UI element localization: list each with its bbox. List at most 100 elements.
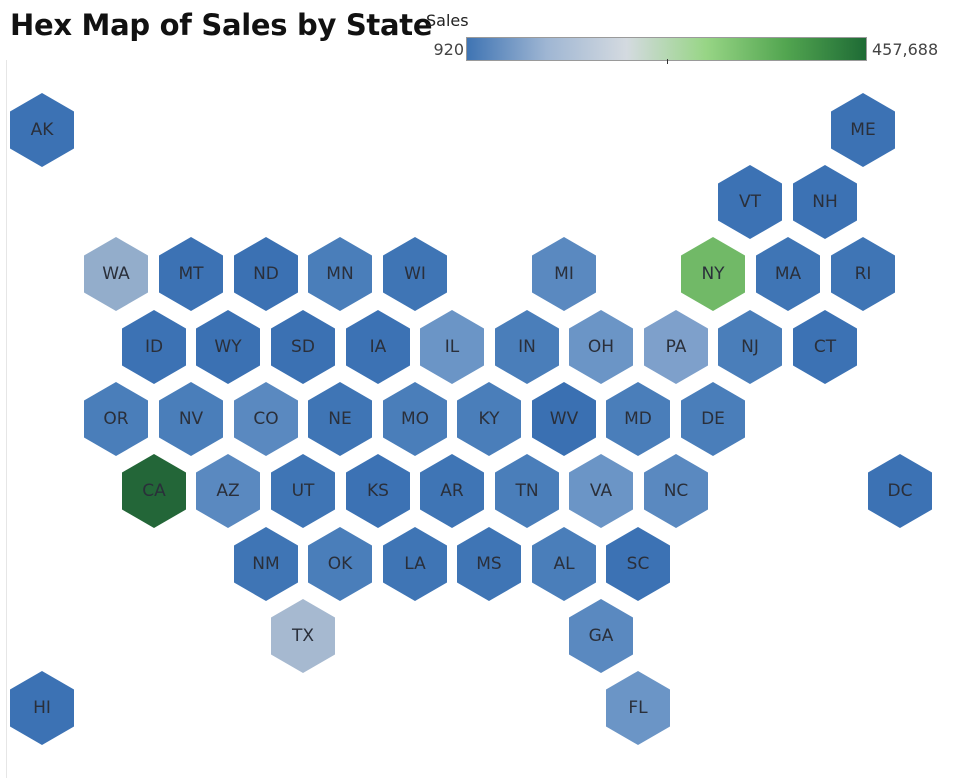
state-hex-mi[interactable]: MI (532, 237, 596, 311)
legend-min-value: 920 (433, 40, 464, 59)
state-label: KS (367, 481, 389, 501)
state-hex-dc[interactable]: DC (868, 454, 932, 528)
state-label: WI (404, 264, 426, 284)
state-hex-tn[interactable]: TN (495, 454, 559, 528)
state-hex-ct[interactable]: CT (793, 310, 857, 384)
state-label: OR (103, 409, 129, 429)
state-hex-az[interactable]: AZ (196, 454, 260, 528)
map-border (6, 60, 7, 778)
state-label: MD (624, 409, 652, 429)
state-label: VA (589, 481, 613, 501)
state-hex-mo[interactable]: MO (383, 382, 447, 456)
state-label: SD (291, 337, 315, 357)
state-hex-ak[interactable]: AK (10, 93, 74, 167)
map-title: Hex Map of Sales by State (10, 8, 433, 42)
state-hex-nd[interactable]: ND (234, 237, 298, 311)
state-hex-pa[interactable]: PA (644, 310, 708, 384)
state-label: ID (144, 337, 164, 357)
state-label: FL (628, 698, 648, 718)
state-hex-mt[interactable]: MT (159, 237, 223, 311)
state-label: AK (30, 120, 54, 140)
state-label: AL (553, 554, 575, 574)
state-hex-la[interactable]: LA (383, 527, 447, 601)
state-label: NJ (741, 337, 759, 357)
state-label: CO (253, 409, 279, 429)
state-hex-ca[interactable]: CA (122, 454, 186, 528)
state-label: NY (701, 264, 725, 284)
state-hex-ny[interactable]: NY (681, 237, 745, 311)
state-label: CT (813, 337, 837, 357)
state-label: CA (142, 481, 166, 501)
state-hex-ut[interactable]: UT (271, 454, 335, 528)
state-hex-ia[interactable]: IA (346, 310, 410, 384)
state-hex-ky[interactable]: KY (457, 382, 521, 456)
state-hex-me[interactable]: ME (831, 93, 895, 167)
state-hex-nj[interactable]: NJ (718, 310, 782, 384)
state-hex-ne[interactable]: NE (308, 382, 372, 456)
state-hex-va[interactable]: VA (569, 454, 633, 528)
state-hex-in[interactable]: IN (495, 310, 559, 384)
state-label: OH (587, 337, 615, 357)
state-label: HI (33, 698, 51, 718)
state-hex-al[interactable]: AL (532, 527, 596, 601)
state-label: OK (327, 554, 353, 574)
state-hex-ms[interactable]: MS (457, 527, 521, 601)
state-label: NV (178, 409, 204, 429)
state-hex-de[interactable]: DE (681, 382, 745, 456)
state-hex-ma[interactable]: MA (756, 237, 820, 311)
state-label: NH (812, 192, 838, 212)
state-label: DE (701, 409, 725, 429)
state-hex-wi[interactable]: WI (383, 237, 447, 311)
state-hex-nm[interactable]: NM (234, 527, 298, 601)
state-hex-wy[interactable]: WY (196, 310, 260, 384)
state-hex-ga[interactable]: GA (569, 599, 633, 673)
state-label: MN (326, 264, 354, 284)
state-label: VT (738, 192, 761, 212)
state-label: UT (291, 481, 315, 501)
state-hex-sd[interactable]: SD (271, 310, 335, 384)
state-label: NE (328, 409, 352, 429)
state-label: WA (102, 264, 130, 284)
state-label: PA (665, 337, 687, 357)
state-hex-md[interactable]: MD (606, 382, 670, 456)
state-hex-or[interactable]: OR (84, 382, 148, 456)
state-label: TX (291, 626, 315, 646)
state-label: LA (404, 554, 426, 574)
state-hex-co[interactable]: CO (234, 382, 298, 456)
state-label: AR (440, 481, 464, 501)
state-hex-oh[interactable]: OH (569, 310, 633, 384)
state-label: AZ (216, 481, 240, 501)
state-hex-il[interactable]: IL (420, 310, 484, 384)
state-label: WY (214, 337, 242, 357)
state-hex-fl[interactable]: FL (606, 671, 670, 745)
state-label: ND (253, 264, 279, 284)
state-label: NM (252, 554, 280, 574)
state-label: MT (178, 264, 204, 284)
state-hex-ok[interactable]: OK (308, 527, 372, 601)
state-label: RI (854, 264, 872, 284)
state-hex-vt[interactable]: VT (718, 165, 782, 239)
state-label: NC (663, 481, 689, 501)
state-label: WV (549, 409, 579, 429)
state-hex-tx[interactable]: TX (271, 599, 335, 673)
state-hex-wv[interactable]: WV (532, 382, 596, 456)
state-label: MS (476, 554, 502, 574)
state-label: TN (515, 481, 539, 501)
state-hex-id[interactable]: ID (122, 310, 186, 384)
state-label: SC (626, 554, 650, 574)
state-hex-ri[interactable]: RI (831, 237, 895, 311)
state-hex-nv[interactable]: NV (159, 382, 223, 456)
state-hex-ar[interactable]: AR (420, 454, 484, 528)
state-label: MO (400, 409, 430, 429)
state-hex-ks[interactable]: KS (346, 454, 410, 528)
state-hex-nc[interactable]: NC (644, 454, 708, 528)
state-hex-hi[interactable]: HI (10, 671, 74, 745)
state-hex-wa[interactable]: WA (84, 237, 148, 311)
legend-midpoint-tick (667, 59, 668, 64)
state-hex-sc[interactable]: SC (606, 527, 670, 601)
legend-max-value: 457,688 (872, 40, 939, 59)
state-hex-nh[interactable]: NH (793, 165, 857, 239)
state-hex-mn[interactable]: MN (308, 237, 372, 311)
state-label: GA (588, 626, 614, 646)
